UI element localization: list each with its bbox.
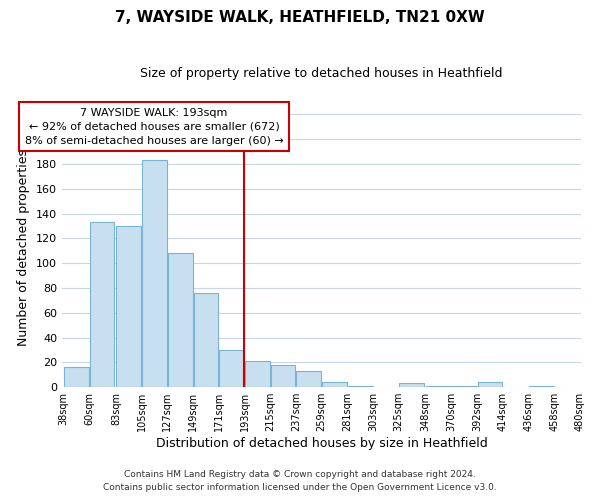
Bar: [322, 382, 347, 387]
Bar: [89, 222, 114, 387]
Bar: [426, 386, 451, 387]
Bar: [452, 386, 476, 387]
Bar: [296, 371, 321, 387]
Bar: [348, 386, 373, 387]
Y-axis label: Number of detached properties: Number of detached properties: [17, 149, 31, 346]
Bar: [194, 293, 218, 387]
X-axis label: Distribution of detached houses by size in Heathfield: Distribution of detached houses by size …: [156, 437, 487, 450]
Bar: [219, 350, 244, 387]
Bar: [529, 386, 554, 387]
Bar: [64, 368, 89, 387]
Bar: [245, 361, 270, 387]
Text: 7 WAYSIDE WALK: 193sqm
← 92% of detached houses are smaller (672)
8% of semi-det: 7 WAYSIDE WALK: 193sqm ← 92% of detached…: [25, 108, 283, 146]
Text: 7, WAYSIDE WALK, HEATHFIELD, TN21 0XW: 7, WAYSIDE WALK, HEATHFIELD, TN21 0XW: [115, 10, 485, 25]
Bar: [168, 253, 193, 387]
Bar: [478, 382, 502, 387]
Text: Contains HM Land Registry data © Crown copyright and database right 2024.
Contai: Contains HM Land Registry data © Crown c…: [103, 470, 497, 492]
Bar: [399, 384, 424, 387]
Bar: [271, 365, 295, 387]
Bar: [116, 226, 141, 387]
Bar: [142, 160, 167, 387]
Title: Size of property relative to detached houses in Heathfield: Size of property relative to detached ho…: [140, 68, 503, 80]
